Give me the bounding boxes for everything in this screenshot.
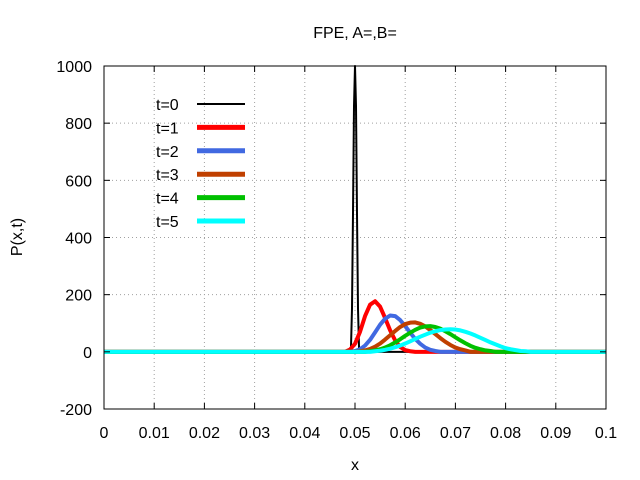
legend: t=0 t=1 t=2 t=3 t=4 t=5 xyxy=(156,97,245,231)
y-tick-label: 800 xyxy=(65,116,92,133)
plot-border xyxy=(103,65,607,410)
x-tick-label: 0.03 xyxy=(239,425,270,442)
x-tick-label: 0.07 xyxy=(440,425,471,442)
legend-label: t=3 xyxy=(156,167,179,184)
legend-label: t=5 xyxy=(156,214,179,231)
legend-label: t=0 xyxy=(156,97,179,114)
series-line-t2 xyxy=(104,313,606,354)
x-tick-label: 0.09 xyxy=(540,425,571,442)
series-line-t3 xyxy=(104,320,606,354)
y-tick-label: 400 xyxy=(65,231,92,248)
y-tick-label: 600 xyxy=(65,173,92,190)
x-tick-label: 0.08 xyxy=(490,425,521,442)
x-tick-label: 0.1 xyxy=(595,425,617,442)
y-tick-label: -200 xyxy=(60,402,92,419)
y-axis-label: P(x,t) xyxy=(9,218,26,256)
legend-label: t=4 xyxy=(156,191,179,208)
x-tick-label: 0.01 xyxy=(139,425,170,442)
x-tick-label: 0.02 xyxy=(189,425,220,442)
legend-label: t=1 xyxy=(156,120,179,137)
x-tick-label: 0.04 xyxy=(289,425,320,442)
y-tick-label: 0 xyxy=(83,345,92,362)
y-tick-label: 1000 xyxy=(56,59,92,76)
x-tick-label: 0.05 xyxy=(339,425,370,442)
ticks-layer: 0 0.01 0.02 0.03 0.04 0.05 0.06 0.07 0.08 0.09 0.1… xyxy=(56,59,617,442)
x-tick-label: 0.06 xyxy=(390,425,421,442)
x-tick-label: 0 xyxy=(100,425,109,442)
x-axis-label: x xyxy=(351,457,359,474)
legend-label: t=2 xyxy=(156,144,179,161)
series-line-t5 xyxy=(104,327,606,354)
series-line-t1 xyxy=(104,299,606,354)
y-tick-label: 200 xyxy=(65,288,92,305)
chart-title: FPE, A=,B= xyxy=(313,25,397,42)
series-layer xyxy=(104,65,606,354)
